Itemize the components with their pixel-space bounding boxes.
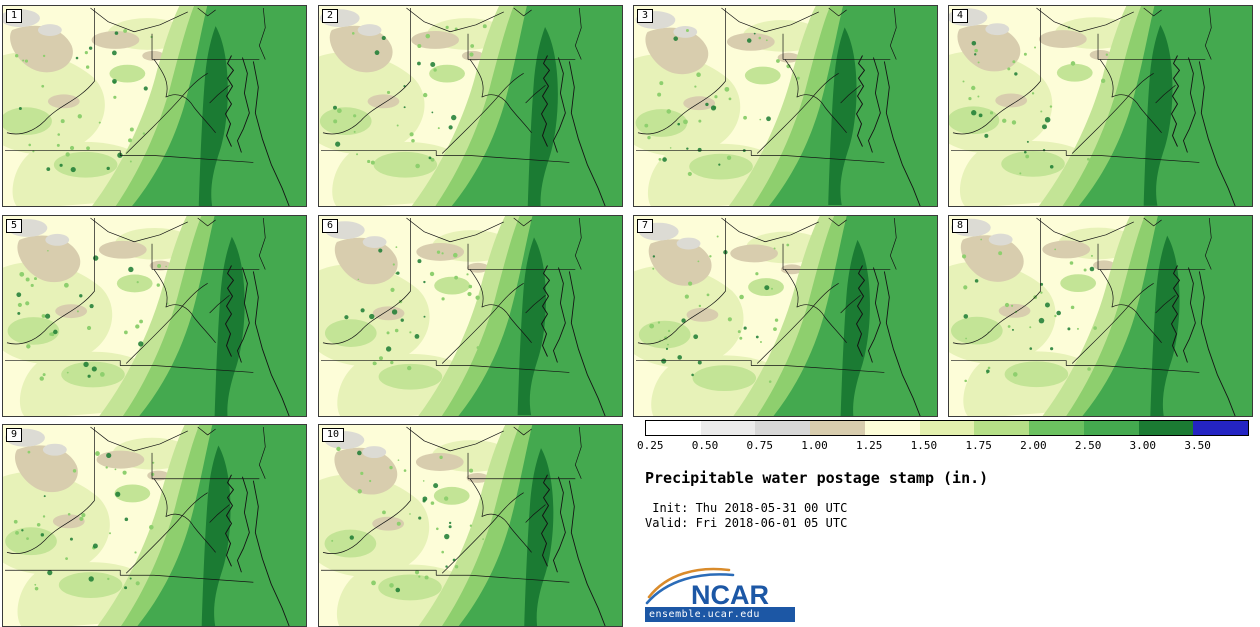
colorbar-tick-label: 0.25: [637, 439, 664, 452]
colorbar-segment: [646, 421, 701, 435]
colorbar-segment: [1029, 421, 1084, 435]
ncar-logo-graphic: NCAR: [645, 567, 769, 607]
logo-url-bar: ensemble.ucar.edu: [645, 607, 795, 622]
colorbar-tick-row: 0.25 0.50 0.75 1.00 1.25 1.50 1.75 2.00 2.50 3.00…: [637, 439, 1247, 455]
precipitable-water-map: [949, 216, 1252, 416]
colorbar-tick-label: 3.00: [1129, 439, 1157, 452]
ensemble-member-panel: 5: [2, 215, 307, 417]
precipitable-water-map: [949, 6, 1252, 206]
panel-number-label: 3: [637, 9, 654, 23]
panel-number-label: 7: [637, 219, 654, 233]
colorbar-tick-label: 0.50: [691, 439, 719, 452]
ensemble-member-panel: 9: [2, 424, 307, 627]
colorbar-segment: [864, 421, 920, 435]
panel-number-label: 1: [6, 9, 23, 23]
ncar-wordmark: NCAR: [691, 580, 769, 607]
plot-title: Precipitable water postage stamp (in.): [645, 469, 989, 487]
precipitable-water-map: [3, 6, 306, 206]
colorbar-tick-label: 1.50: [910, 439, 938, 452]
panel-number-label: 9: [6, 428, 23, 442]
colorbar-segment: [919, 421, 975, 435]
ensemble-member-panel: 10: [318, 424, 623, 627]
colorbar-tick-label: 1.25: [855, 439, 883, 452]
ncar-logo: NCAR ensemble.ucar.edu: [645, 565, 795, 622]
colorbar-segment: [700, 421, 756, 435]
ensemble-member-panel: 2: [318, 5, 623, 207]
panel-number-label: 8: [952, 219, 969, 233]
precipitable-water-map: [319, 425, 622, 626]
precipitable-water-map: [3, 425, 306, 626]
colorbar-tick-label: 2.50: [1074, 439, 1102, 452]
colorbar-tick-label: 1.75: [965, 439, 992, 452]
panel-number-label: 10: [322, 428, 345, 442]
init-time-label: Init: Thu 2018-05-31 00 UTC: [645, 501, 848, 515]
panel-number-label: 5: [6, 219, 23, 233]
colorbar-tick-label: 0.75: [746, 439, 774, 452]
precipitable-water-map: [319, 216, 622, 416]
colorbar-segment: [1193, 421, 1249, 435]
ensemble-member-panel: 7: [633, 215, 938, 417]
precipitable-water-map: [634, 6, 937, 206]
ensemble-member-panel: 1: [2, 5, 307, 207]
ensemble-member-panel: 4: [948, 5, 1253, 207]
ensemble-member-panel: 6: [318, 215, 623, 417]
colorbar-segment: [1138, 421, 1194, 435]
ncar-swoosh-orange-icon: [647, 567, 731, 599]
colorbar-tick-label: 2.00: [1020, 439, 1047, 452]
colorbar-segment: [974, 421, 1030, 435]
panel-number-label: 4: [952, 9, 969, 23]
ensemble-member-panel: 8: [948, 215, 1253, 417]
colorbar-tick-label: 1.00: [801, 439, 828, 452]
precipitable-water-map: [634, 216, 937, 416]
colorbar-tick-label: 3.50: [1184, 439, 1211, 452]
ensemble-member-panel: 3: [633, 5, 938, 207]
time-info: Init: Thu 2018-05-31 00 UTC Valid: Fri 2…: [645, 501, 1250, 531]
colorbar-segment: [1083, 421, 1139, 435]
colorbar: [645, 420, 1249, 436]
valid-time-label: Valid: Fri 2018-06-01 05 UTC: [645, 516, 848, 530]
precipitable-water-map: [319, 6, 622, 206]
colorbar-segment: [810, 421, 865, 435]
precipitable-water-map: [3, 216, 306, 416]
ncar-swoosh-blue-icon: [645, 573, 735, 605]
panel-number-label: 6: [322, 219, 339, 233]
info-area: 0.25 0.50 0.75 1.00 1.25 1.50 1.75 2.00 2.50 3.00…: [637, 420, 1250, 531]
colorbar-segment: [755, 421, 811, 435]
panel-number-label: 2: [322, 9, 339, 23]
